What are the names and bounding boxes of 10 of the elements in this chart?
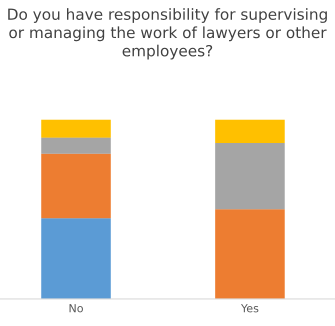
- bar: [215, 142, 285, 210]
- bar: [41, 218, 111, 299]
- bar: [215, 209, 285, 299]
- bar: [215, 120, 285, 143]
- bar: [41, 120, 111, 138]
- chart-title: Do you have responsibility for supervising or managing the work of lawyers or other employees?: [8, 8, 327, 60]
- x-tick-label: Yes: [240, 304, 258, 312]
- x-tick-label: No: [70, 304, 83, 312]
- bar: [41, 138, 111, 154]
- bar: [41, 154, 111, 218]
